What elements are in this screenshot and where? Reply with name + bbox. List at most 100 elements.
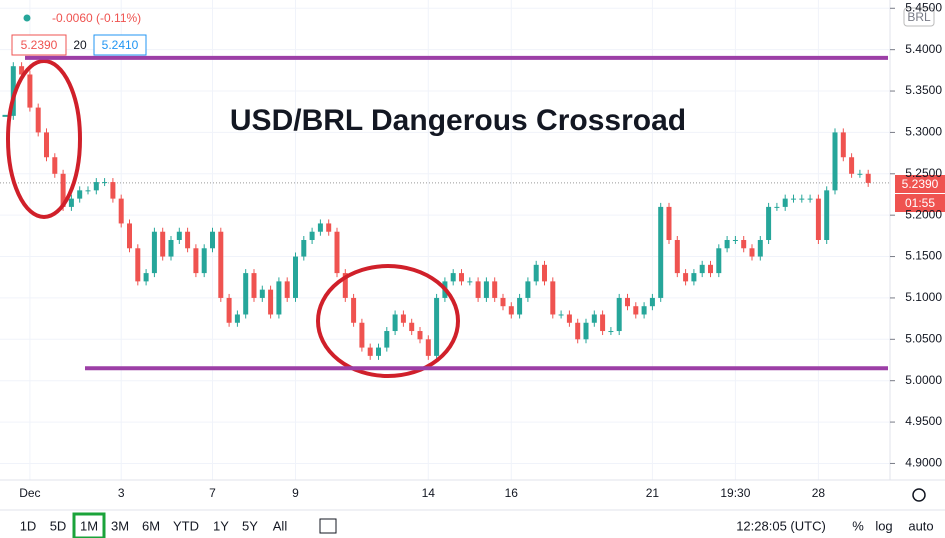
candle: [558, 314, 564, 316]
candle: [807, 198, 813, 200]
x-tick-label: Dec: [19, 486, 40, 500]
candle: [151, 231, 157, 274]
candle: [699, 264, 705, 274]
candle: [832, 132, 838, 191]
candle: [757, 240, 763, 257]
candle: [600, 314, 606, 332]
y-tick-label: 5.0000: [905, 373, 942, 387]
spread: 20: [73, 38, 87, 52]
range-button[interactable]: 5Y: [242, 518, 258, 533]
candle: [533, 264, 539, 282]
candle: [35, 107, 41, 133]
candle: [483, 281, 489, 298]
candle: [550, 281, 556, 315]
candle: [500, 297, 506, 307]
range-buttons: 1D 5D 1M 3M 6M YTD 1Y 5Y All: [20, 512, 288, 538]
x-tick-label: 21: [646, 486, 660, 500]
candle: [434, 297, 440, 356]
auto-toggle[interactable]: auto: [908, 518, 933, 533]
y-tick-label: 5.3500: [905, 83, 942, 97]
candle: [791, 198, 796, 200]
candle: [400, 314, 406, 323]
candle: [824, 190, 830, 240]
candle: [93, 182, 99, 191]
candle: [591, 314, 597, 323]
currency-box[interactable]: [903, 7, 935, 27]
bid-box[interactable]: [11, 34, 67, 56]
candle: [658, 206, 664, 298]
candle: [608, 331, 614, 333]
percent-toggle[interactable]: %: [852, 518, 864, 533]
ask-box[interactable]: [93, 34, 147, 56]
currency: BRL: [907, 10, 931, 24]
candle: [542, 264, 547, 282]
candle: [218, 231, 224, 298]
countdown: 01:55: [905, 196, 935, 210]
candle: [799, 198, 805, 200]
candle: [857, 173, 863, 175]
clock: 12:28:05 (UTC): [736, 518, 826, 533]
candle: [732, 240, 738, 241]
range-button[interactable]: 1Y: [213, 518, 229, 533]
candle: [176, 231, 182, 240]
candle: [342, 273, 348, 298]
x-tick-label: 9: [292, 486, 299, 500]
candle: [193, 248, 199, 274]
candle: [19, 66, 25, 75]
candle: [625, 297, 630, 307]
candle: [840, 132, 846, 158]
candle: [2, 114, 8, 117]
x-tick-label: 3: [118, 486, 125, 500]
range-button[interactable]: 5D: [50, 518, 67, 533]
candle: [135, 248, 141, 282]
y-tick-label: 5.0500: [905, 331, 942, 345]
range-button[interactable]: 1D: [20, 518, 37, 533]
y-tick-label: 5.2000: [905, 207, 942, 221]
log-toggle[interactable]: log: [875, 518, 892, 533]
range-button[interactable]: 3M: [111, 518, 129, 533]
candle: [683, 273, 689, 282]
candle: [326, 223, 332, 232]
y-tick-label: 5.4000: [905, 42, 942, 56]
status-dot: [23, 14, 31, 22]
range-button[interactable]: 1M: [80, 518, 98, 533]
candle: [616, 297, 622, 332]
candle: [234, 314, 240, 323]
x-tick-label: 16: [505, 486, 519, 500]
candle: [243, 273, 249, 315]
candle: [44, 132, 49, 158]
candle: [268, 289, 274, 315]
candle: [517, 297, 523, 315]
candle: [210, 231, 215, 249]
y-tick-label: 5.1000: [905, 290, 942, 304]
bid-price: 5.2390: [21, 38, 58, 52]
candle: [351, 297, 357, 323]
date-range-icon[interactable]: [319, 518, 337, 534]
price-badge: [895, 175, 945, 193]
ask-price: 5.2410: [102, 38, 139, 52]
candle: [160, 231, 166, 257]
candle: [467, 281, 473, 283]
settings-icon[interactable]: [912, 488, 926, 502]
y-tick-label: 4.9500: [905, 414, 942, 428]
candle: [68, 198, 74, 207]
candle: [575, 322, 581, 340]
candle: [525, 281, 531, 298]
range-button[interactable]: All: [273, 518, 288, 533]
chart-title: USD/BRL Dangerous Crossroad: [230, 104, 686, 137]
price-change: -0.0060 (-0.11%): [52, 11, 141, 25]
candle: [566, 314, 572, 323]
grid: [0, 0, 890, 480]
x-tick-label: 19:30: [720, 486, 750, 500]
x-tick-label: 28: [812, 486, 826, 500]
range-button[interactable]: YTD: [173, 518, 199, 533]
candle: [583, 322, 589, 340]
candle: [27, 74, 33, 108]
range-button[interactable]: 6M: [142, 518, 160, 533]
candle: [774, 206, 780, 208]
candle: [492, 281, 498, 298]
candle: [716, 248, 722, 274]
candle: [185, 231, 191, 249]
